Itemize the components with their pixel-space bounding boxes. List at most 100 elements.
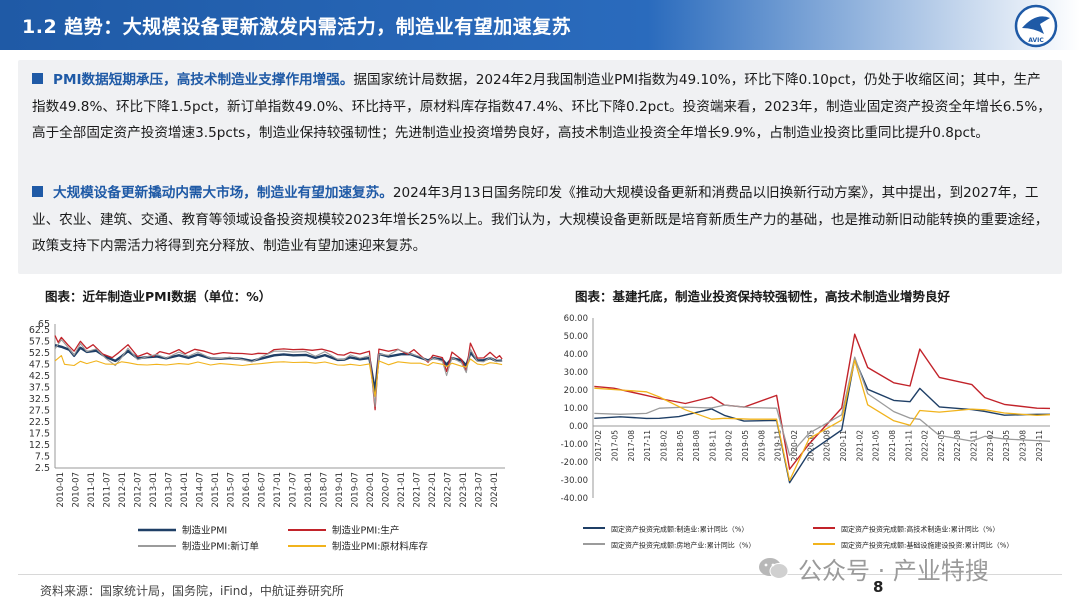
legend-label-2: 制造业PMI:新订单 [182,541,259,553]
x-tick-label: 2023-07 [475,472,485,508]
y-tick-label: 27.5 [29,405,50,416]
y-tick-label: 10.00 [564,404,588,414]
x-tick-label: 2018-05 [676,430,685,462]
x-tick-label: 2018-11 [708,430,717,462]
page-number: 8 [873,578,884,596]
y-tick-label: 32.5 [29,394,50,405]
x-tick-label: 2017-11 [643,430,652,462]
logo-text: AVIC [1028,37,1044,44]
legend-label-3: 固定资产投资完成额:基础设施建设投资:累计同比（%） [841,541,1013,550]
x-tick-label: 2017-05 [610,430,619,462]
page-title: 1.2 趋势：大规模设备更新激发内需活力，制造业有望加速复苏 [22,16,572,38]
x-tick-label: 2022-11 [970,430,979,462]
y-tick-label: -20.00 [561,458,588,468]
chart-1-title: 图表：近年制造业PMI数据（单位：%） [45,289,272,304]
y-tick-label: 20.00 [564,386,588,396]
series-line-3 [594,359,1051,482]
x-tick-label: 2016-01 [242,472,252,508]
x-tick-label: 2023-02 [986,430,995,462]
footer-divider [18,574,1062,575]
watermark: 公众号 · 产业特搜 [758,551,989,586]
y-tick-label: 65 [38,319,50,330]
paragraph-2-body: 2024年3月13日国务院印发《推动大规模设备更新和消费品以旧换新行动方案》，其… [32,185,1049,254]
avic-logo-icon: AVIC [1014,4,1058,48]
x-tick-label: 2021-08 [888,430,897,462]
x-tick-label: 2014-07 [195,472,205,508]
legend-label-3: 制造业PMI:原材料库存 [332,541,428,553]
x-tick-label: 2023-05 [1002,430,1011,462]
x-tick-label: 2020-05 [806,430,815,462]
x-tick-label: 2021-02 [855,430,864,462]
y-tick-label: 47.5 [29,359,50,370]
series-line-2 [594,356,1051,456]
x-tick-label: 2011-07 [102,472,112,508]
x-tick-label: 2015-07 [226,472,236,508]
x-tick-label: 2013-01 [149,472,159,508]
x-tick-label: 2024-01 [490,472,500,508]
x-tick-label: 2020-01 [366,472,376,508]
x-tick-label: 2018-02 [659,430,668,462]
y-tick-label: 2.5 [35,463,50,474]
x-tick-label: 2012-01 [118,472,128,508]
x-tick-label: 2019-07 [351,472,361,508]
x-tick-label: 2018-07 [320,472,330,508]
chart-2-title: 图表：基建托底，制造业投资保持较强韧性，高技术制造业增势良好 [575,289,951,304]
y-tick-label: 37.5 [29,382,50,393]
series-line-0 [54,344,503,393]
legend-label-0: 制造业PMI [182,525,227,537]
legend-label-1: 固定资产投资完成额:高技术制造业:累计同比（%） [841,525,999,534]
x-tick-label: 2016-07 [257,472,267,508]
x-tick-label: 2022-08 [953,430,962,462]
series-line-2 [54,339,503,407]
x-tick-label: 2023-11 [1035,430,1044,462]
x-tick-label: 2017-01 [273,472,283,508]
y-tick-label: 50.00 [564,332,588,342]
series-line-3 [54,355,503,398]
x-tick-label: 2010-01 [56,472,66,508]
bullet-square-icon [32,186,43,197]
paragraph-1-body: 据国家统计局数据，2024年2月我国制造业PMI指数为49.10%，环比下降0.… [32,72,1051,141]
bullet-square-icon [32,73,43,84]
y-tick-label: -40.00 [561,494,588,504]
x-tick-label: 2023-08 [1019,430,1028,462]
y-tick-label: 30.00 [564,368,588,378]
x-tick-label: 2019-02 [725,430,734,462]
x-tick-label: 2010-07 [71,472,81,508]
x-tick-label: 2019-11 [774,430,783,462]
x-tick-label: 2012-07 [133,472,143,508]
x-tick-label: 2020-07 [382,472,392,508]
x-tick-label: 2017-08 [627,430,636,462]
y-tick-label: 42.5 [29,371,50,382]
series-line-1 [54,335,503,411]
x-tick-label: 2020-11 [839,430,848,462]
y-tick-label: 52.5 [29,348,50,359]
y-tick-label: 12.5 [29,440,50,451]
header-bar: 1.2 趋势：大规模设备更新激发内需活力，制造业有望加速复苏 AVIC [0,0,1080,50]
series-line-0 [594,358,1050,484]
x-tick-label: 2021-11 [904,430,913,462]
y-tick-label: 40.00 [564,350,588,360]
y-tick-label: 17.5 [29,428,50,439]
investment-line-chart: -40.00 -30.00 -20.00 -10.00 0.00 10.00 20.00 30… [561,314,1051,550]
x-tick-label: 2019-01 [335,472,345,508]
summary-paragraph-2: 大规模设备更新撬动内需大市场，制造业有望加速复苏。2024年3月13日国务院印发… [32,180,1054,260]
x-tick-label: 2022-02 [921,430,930,462]
legend-label-2: 固定资产投资完成额:房地产业:累计同比（%） [611,541,755,550]
y-tick-label: -30.00 [561,476,588,486]
x-tick-label: 2015-01 [211,472,221,508]
series-line-1 [594,333,1051,470]
x-tick-label: 2021-05 [872,430,881,462]
y-tick-label: 22.5 [29,417,50,428]
y-tick-label: 62.5 [29,325,50,336]
x-tick-label: 2019-05 [741,430,750,462]
x-tick-label: 2019-08 [757,430,766,462]
x-tick-label: 2020-08 [823,430,832,462]
y-tick-label: -10.00 [561,440,588,450]
x-tick-label: 2023-01 [459,472,469,508]
x-tick-label: 2022-07 [444,472,454,508]
legend-label-0: 固定资产投资完成额:制造业:累计同比（%） [611,525,748,534]
y-tick-label: 60.00 [564,314,588,324]
x-tick-label: 2021-01 [397,472,407,508]
x-tick-label: 2017-02 [594,430,603,462]
y-tick-label: 57.5 [29,336,50,347]
